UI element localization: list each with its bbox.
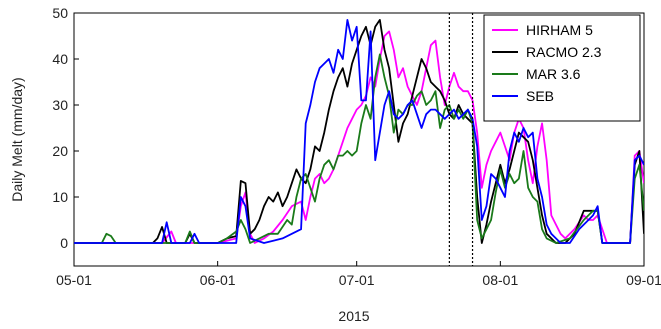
legend-label: HIRHAM 5 bbox=[526, 22, 593, 38]
series-line-2 bbox=[74, 19, 644, 244]
x-axis-label: 2015 bbox=[338, 308, 369, 324]
y-tick-label: 10 bbox=[52, 189, 68, 205]
series-line-1 bbox=[74, 30, 644, 244]
x-tick-label: 05-01 bbox=[56, 272, 92, 288]
legend: HIRHAM 5 RACMO 2.3 MAR 3.6 SEB bbox=[483, 14, 641, 122]
y-tick-label: 20 bbox=[52, 143, 68, 159]
plot-frame bbox=[73, 12, 645, 267]
legend-box bbox=[483, 14, 641, 122]
y-axis-label: Daily Melt (mm/day) bbox=[9, 77, 25, 201]
y-tick-label: 40 bbox=[52, 51, 68, 67]
series-group bbox=[74, 19, 644, 244]
legend-label: MAR 3.6 bbox=[526, 66, 581, 82]
series-line-4 bbox=[74, 19, 644, 244]
x-tick-label: 07-01 bbox=[339, 272, 375, 288]
legend-label: RACMO 2.3 bbox=[526, 44, 602, 60]
x-tick-label: 09-01 bbox=[626, 272, 661, 288]
y-tick-label: 30 bbox=[52, 97, 68, 113]
y-tick-label: 50 bbox=[52, 5, 68, 21]
y-tick-label: 0 bbox=[60, 235, 68, 251]
x-tick-label: 06-01 bbox=[200, 272, 236, 288]
x-tick-label: 08-01 bbox=[482, 272, 518, 288]
legend-label: SEB bbox=[526, 88, 554, 104]
